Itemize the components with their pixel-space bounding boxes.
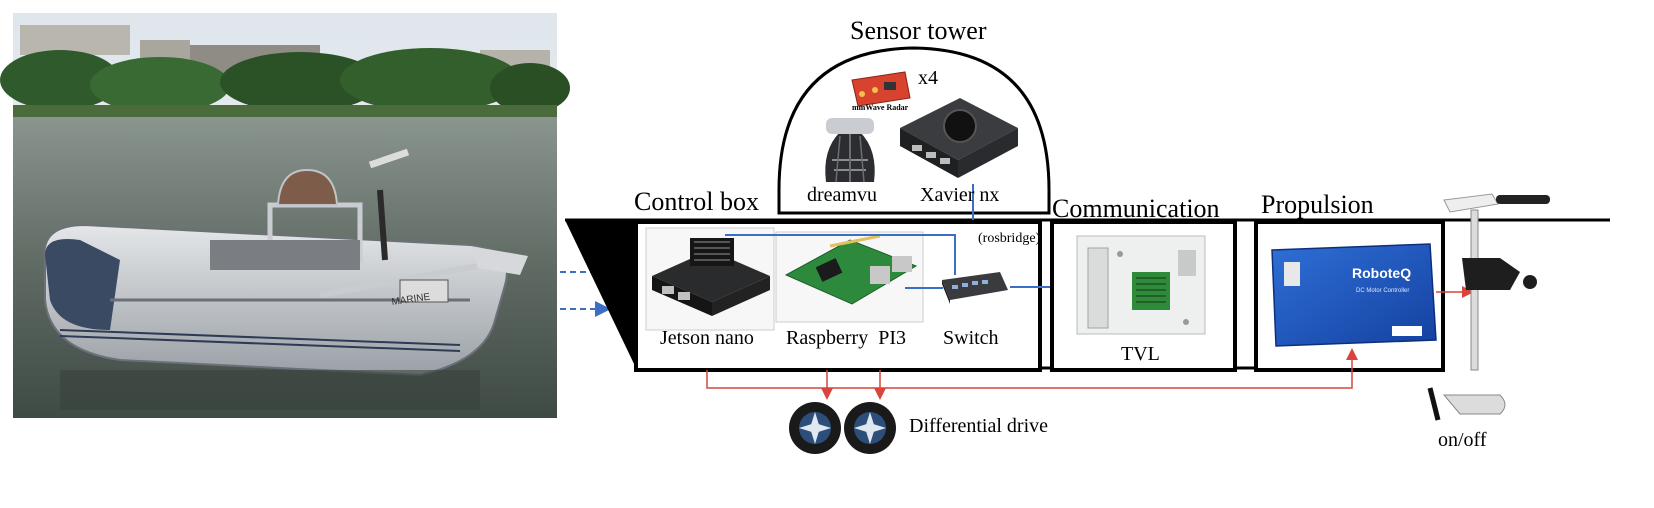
- control-box-title: Control box: [634, 187, 759, 216]
- dreamvu-camera-icon: [825, 118, 875, 183]
- tvl-board-icon: [1076, 235, 1206, 335]
- jetson-nano-label: Jetson nano: [660, 327, 754, 349]
- rosbridge-label: (rosbridge): [978, 231, 1041, 246]
- tvl-label: TVL: [1121, 343, 1160, 365]
- controller-subtitle: DC Motor Controller: [1356, 288, 1409, 294]
- switch-label: Switch: [943, 327, 999, 349]
- xavier-nx-icon: [900, 98, 1018, 178]
- left-thruster-icon: [789, 402, 841, 454]
- controller-brand: RoboteQ: [1352, 265, 1411, 281]
- power-line-main: [706, 348, 1358, 389]
- motor-switch-label: on/off: [1438, 429, 1487, 451]
- boat-text: MARINE: [391, 292, 431, 308]
- raspberry-pi3-icon: [775, 231, 924, 323]
- radar-label: mmWave Radar: [852, 103, 909, 112]
- trolling-motor-icon: [1427, 193, 1550, 421]
- jetson-switch-link: [725, 234, 956, 275]
- communication-title: Communication: [1052, 194, 1220, 223]
- dreamvu-label: dreamvu: [807, 184, 877, 206]
- hull-wedge: [565, 220, 636, 368]
- propulsion-title: Propulsion: [1261, 190, 1374, 219]
- sensor-tower-title: Sensor tower: [850, 16, 987, 45]
- xavier-nx-label: Xavier nx: [920, 184, 1000, 206]
- roboteq-controller-icon: RoboteQ DC Motor Controller: [1271, 243, 1437, 347]
- jetson-nano-icon: [645, 227, 775, 331]
- radar-board-icon: [851, 71, 911, 107]
- raspberry-pi3-label: Raspberry PI3: [786, 327, 906, 349]
- network-switch-icon: [942, 272, 1008, 304]
- radar-count: x4: [918, 67, 938, 89]
- differential-drive-label: Differential drive: [909, 415, 1049, 437]
- boat-photo: MARINE: [0, 13, 570, 418]
- right-thruster-icon: [844, 402, 896, 454]
